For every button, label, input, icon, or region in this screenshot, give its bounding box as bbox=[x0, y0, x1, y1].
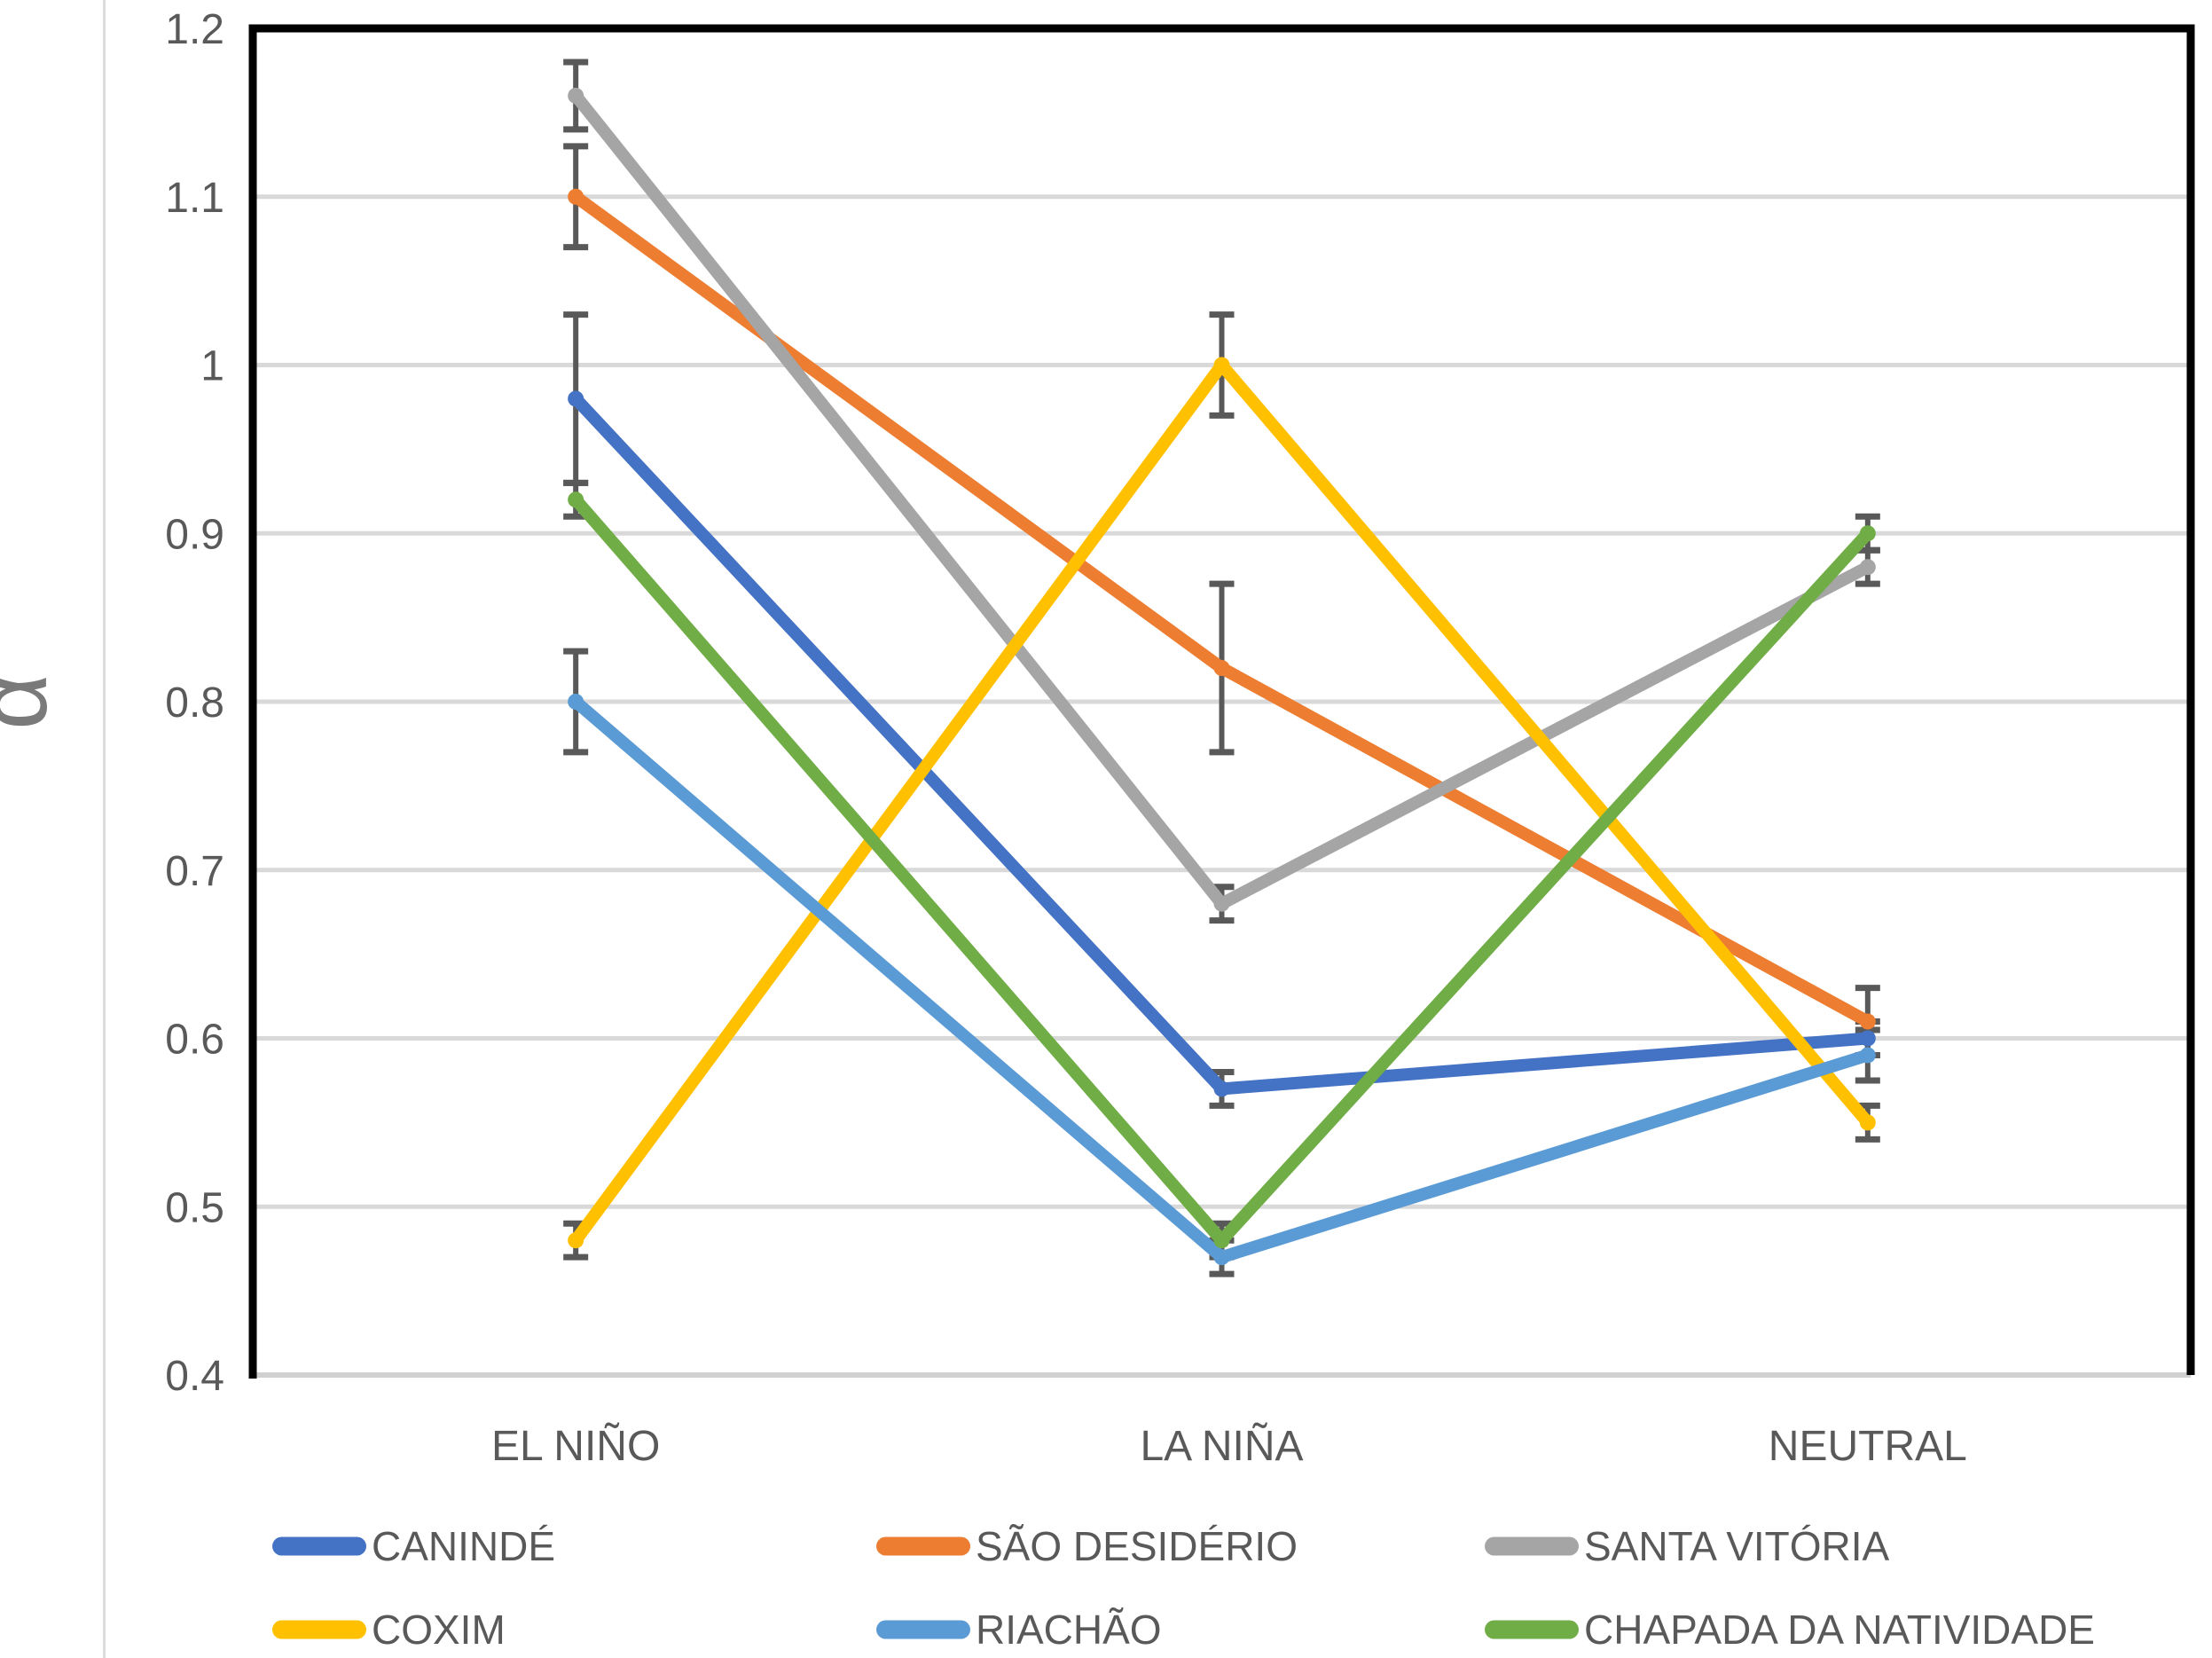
legend-swatch bbox=[272, 1620, 366, 1639]
series-point bbox=[1859, 1047, 1876, 1064]
series-point bbox=[568, 694, 584, 710]
series-point bbox=[1213, 357, 1230, 373]
series-point bbox=[1859, 1114, 1876, 1131]
series-point bbox=[1213, 1249, 1230, 1266]
x-category-label: EL NIÑO bbox=[491, 1422, 660, 1470]
series-point bbox=[1859, 1030, 1876, 1047]
y-tick-label: 0.6 bbox=[165, 1017, 224, 1064]
x-category-label: LA NIÑA bbox=[1140, 1422, 1303, 1470]
series-point bbox=[568, 188, 584, 205]
series-point bbox=[568, 1232, 584, 1249]
series-point bbox=[1859, 525, 1876, 542]
series-point bbox=[1859, 1013, 1876, 1030]
y-axis-title: α bbox=[0, 673, 67, 730]
legend-label: CHAPADA DA NATIVIDADE bbox=[1584, 1607, 2095, 1653]
x-category-label: NEUTRAL bbox=[1769, 1423, 1967, 1470]
legend-label: SÃO DESIDÉRIO bbox=[976, 1523, 1298, 1569]
legend-swatch bbox=[876, 1536, 970, 1556]
page-edge-line bbox=[103, 0, 106, 1658]
series-point bbox=[568, 390, 584, 407]
series-line bbox=[569, 89, 1874, 910]
series-point bbox=[568, 491, 584, 508]
series-point bbox=[568, 87, 584, 104]
legend-label: CANINDÉ bbox=[372, 1523, 555, 1569]
series-point bbox=[1859, 559, 1876, 576]
y-tick-label: 0.5 bbox=[165, 1184, 224, 1231]
legend-swatch bbox=[272, 1536, 366, 1556]
legend-label: SANTA VITÓRIA bbox=[1584, 1523, 1890, 1569]
legend-swatch bbox=[1485, 1620, 1579, 1639]
y-tick-label: 0.7 bbox=[165, 848, 224, 895]
series-point bbox=[1213, 895, 1230, 912]
series-point bbox=[1213, 660, 1230, 677]
y-tick-label: 0.4 bbox=[165, 1353, 224, 1400]
y-tick-label: 1.2 bbox=[165, 6, 224, 53]
legend-label: RIACHÃO bbox=[976, 1607, 1162, 1653]
y-tick-label: 0.9 bbox=[165, 511, 224, 558]
y-tick-label: 1.1 bbox=[165, 175, 224, 222]
plot-border bbox=[248, 24, 2195, 1379]
y-tick-label: 1 bbox=[200, 343, 224, 390]
series-point bbox=[1213, 1080, 1230, 1097]
series-line bbox=[569, 358, 1874, 1247]
y-tick-label: 0.8 bbox=[165, 680, 224, 727]
series-point bbox=[1213, 1232, 1230, 1249]
legend-swatch bbox=[876, 1620, 970, 1639]
legend-label: COXIM bbox=[372, 1607, 506, 1653]
legend-swatch bbox=[1485, 1536, 1579, 1556]
